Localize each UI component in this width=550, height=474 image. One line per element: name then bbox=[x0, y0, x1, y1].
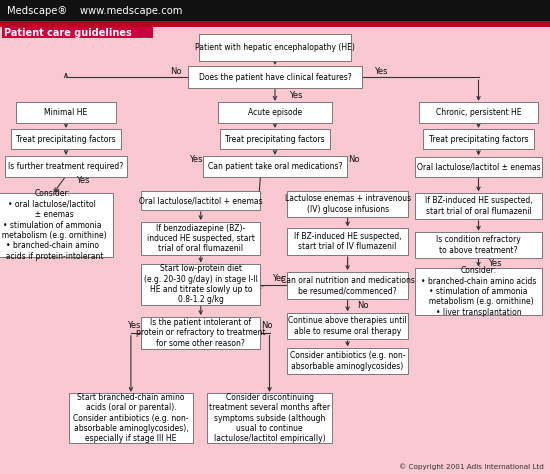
FancyBboxPatch shape bbox=[204, 156, 347, 177]
FancyBboxPatch shape bbox=[0, 193, 113, 257]
Text: Is further treatment required?: Is further treatment required? bbox=[8, 163, 124, 171]
FancyBboxPatch shape bbox=[415, 232, 542, 258]
Text: Patient with hepatic encephalopathy (HE): Patient with hepatic encephalopathy (HE) bbox=[195, 43, 355, 52]
Text: Yes: Yes bbox=[76, 176, 90, 185]
FancyBboxPatch shape bbox=[0, 21, 550, 27]
Text: Treat precipitating factors: Treat precipitating factors bbox=[16, 135, 116, 144]
FancyBboxPatch shape bbox=[16, 102, 116, 123]
Text: Consider antibiotics (e.g. non-
absorbable aminoglycosides): Consider antibiotics (e.g. non- absorbab… bbox=[290, 352, 405, 371]
Text: If benzodiazepine (BZ)-
induced HE suspected, start
trial of oral flumazenil: If benzodiazepine (BZ)- induced HE suspe… bbox=[147, 224, 255, 253]
Text: Yes: Yes bbox=[289, 91, 302, 100]
FancyBboxPatch shape bbox=[2, 27, 153, 38]
Text: Treat precipitating factors: Treat precipitating factors bbox=[428, 135, 529, 144]
FancyBboxPatch shape bbox=[287, 228, 408, 255]
Text: Is condition refractory
to above treatment?: Is condition refractory to above treatme… bbox=[436, 236, 521, 255]
Text: No: No bbox=[261, 321, 273, 330]
Text: Yes: Yes bbox=[126, 321, 140, 330]
Text: If BZ-induced HE suspected,
start trial of IV flumazenil: If BZ-induced HE suspected, start trial … bbox=[294, 232, 401, 251]
FancyBboxPatch shape bbox=[207, 393, 332, 443]
FancyBboxPatch shape bbox=[419, 102, 538, 123]
FancyBboxPatch shape bbox=[287, 313, 408, 339]
Text: Can patient take oral medications?: Can patient take oral medications? bbox=[208, 163, 342, 171]
FancyBboxPatch shape bbox=[141, 222, 260, 255]
FancyBboxPatch shape bbox=[5, 156, 126, 177]
Text: Start branched-chain amino
acids (oral or parental).
Consider antibiotics (e.g. : Start branched-chain amino acids (oral o… bbox=[73, 393, 189, 443]
FancyBboxPatch shape bbox=[188, 66, 362, 88]
FancyBboxPatch shape bbox=[69, 393, 193, 443]
Text: Consider discontinuing
treatment several months after
symptoms subside (although: Consider discontinuing treatment several… bbox=[209, 393, 330, 443]
FancyBboxPatch shape bbox=[10, 129, 121, 149]
FancyBboxPatch shape bbox=[424, 129, 534, 149]
Text: Does the patient have clinical features?: Does the patient have clinical features? bbox=[199, 73, 351, 82]
FancyBboxPatch shape bbox=[0, 0, 550, 21]
FancyBboxPatch shape bbox=[141, 264, 260, 305]
Text: Start low-protein diet
(e.g. 20-30 g/day) in stage I-II
HE and titrate slowly up: Start low-protein diet (e.g. 20-30 g/day… bbox=[144, 264, 258, 304]
Text: Yes: Yes bbox=[189, 155, 202, 164]
Text: Consider:
• oral lactulose/lactitol
  ± enemas
• stimulation of ammonia
  metabo: Consider: • oral lactulose/lactitol ± en… bbox=[0, 190, 107, 261]
FancyBboxPatch shape bbox=[415, 157, 542, 177]
Text: Can oral nutrition and medications
be resumed/commenced?: Can oral nutrition and medications be re… bbox=[280, 276, 415, 295]
FancyBboxPatch shape bbox=[287, 191, 408, 217]
Text: © Copyright 2001 Adis International Ltd: © Copyright 2001 Adis International Ltd bbox=[399, 464, 543, 470]
Text: Yes: Yes bbox=[374, 67, 388, 76]
Text: Yes: Yes bbox=[272, 274, 286, 283]
Text: Minimal HE: Minimal HE bbox=[45, 109, 87, 117]
FancyBboxPatch shape bbox=[287, 348, 408, 374]
FancyBboxPatch shape bbox=[415, 193, 542, 219]
Text: Treat precipitating factors: Treat precipitating factors bbox=[225, 135, 325, 144]
Text: Medscape®    www.medscape.com: Medscape® www.medscape.com bbox=[7, 6, 182, 16]
Text: Acute episode: Acute episode bbox=[248, 109, 302, 117]
Text: Oral lactulose/lactitol + enemas: Oral lactulose/lactitol + enemas bbox=[139, 196, 262, 205]
FancyBboxPatch shape bbox=[218, 102, 332, 123]
Text: Lactulose enemas + intravenous
(IV) glucose infusions: Lactulose enemas + intravenous (IV) gluc… bbox=[284, 194, 411, 213]
Text: No: No bbox=[348, 155, 359, 164]
Text: Yes: Yes bbox=[488, 259, 502, 267]
Text: Chronic, persistent HE: Chronic, persistent HE bbox=[436, 109, 521, 117]
FancyBboxPatch shape bbox=[415, 268, 542, 315]
Text: Is the patient intolerant of
protein or refractory to treatment
for some other r: Is the patient intolerant of protein or … bbox=[136, 318, 266, 347]
FancyBboxPatch shape bbox=[141, 191, 260, 210]
Text: Consider:
• branched-chain amino acids
• stimulation of ammonia
  metabolism (e.: Consider: • branched-chain amino acids •… bbox=[421, 266, 536, 317]
Text: If BZ-induced HE suspected,
start trial of oral flumazenil: If BZ-induced HE suspected, start trial … bbox=[425, 197, 532, 216]
Text: No: No bbox=[170, 67, 182, 76]
Text: Continue above therapies until
able to resume oral therapy: Continue above therapies until able to r… bbox=[288, 317, 407, 336]
FancyBboxPatch shape bbox=[141, 317, 260, 349]
FancyBboxPatch shape bbox=[199, 34, 351, 61]
Text: Oral lactulose/lactitol ± enemas: Oral lactulose/lactitol ± enemas bbox=[417, 163, 540, 171]
FancyBboxPatch shape bbox=[219, 129, 330, 149]
Text: Patient care guidelines: Patient care guidelines bbox=[4, 27, 132, 38]
Text: No: No bbox=[358, 301, 369, 310]
FancyBboxPatch shape bbox=[287, 272, 408, 299]
